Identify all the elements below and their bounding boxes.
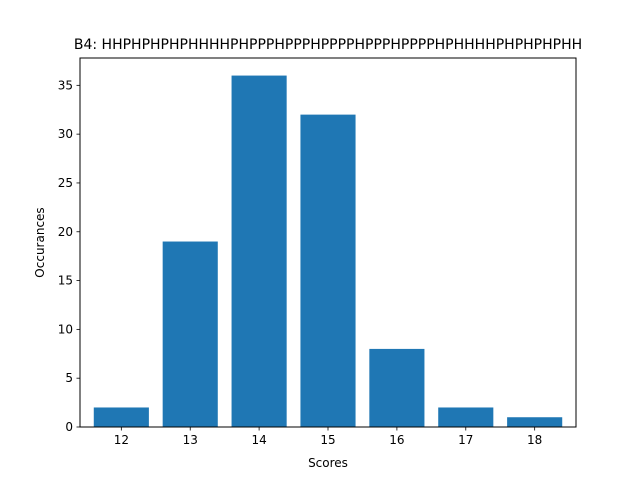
y-tick-label: 10 [58,322,73,336]
bar-18 [507,417,563,427]
bars-group [93,75,563,428]
y-tick-label: 35 [58,78,73,92]
y-tick-label: 30 [58,127,73,141]
y-tick-label: 0 [65,420,73,434]
bar-17 [438,407,494,427]
y-tick-label: 25 [58,176,73,190]
bar-15 [300,114,356,427]
bar-12 [93,407,149,427]
y-axis-ticks: 0 5 10 15 20 25 30 35 [58,78,80,434]
y-axis-label: Occurances [33,207,47,277]
x-axis-ticks: 12 13 14 15 16 17 18 [114,427,542,447]
x-axis-label: Scores [308,456,348,470]
chart-title: B4: HHPHPHPHPHHHHPHPPPHPPPHPPPPHPPPHPPPP… [74,37,582,53]
y-tick-label: 15 [58,274,73,288]
y-tick-label: 20 [58,225,73,239]
x-tick-label: 18 [527,433,542,447]
y-tick-label: 5 [65,371,73,385]
plot-frame [79,57,577,428]
x-tick-label: 17 [458,433,473,447]
x-tick-label: 16 [389,433,404,447]
bar-16 [369,348,425,427]
x-tick-label: 13 [183,433,198,447]
x-tick-label: 14 [251,433,266,447]
bar-14 [231,75,287,428]
bar-13 [162,241,218,427]
x-tick-label: 15 [320,433,335,447]
x-tick-label: 12 [114,433,129,447]
